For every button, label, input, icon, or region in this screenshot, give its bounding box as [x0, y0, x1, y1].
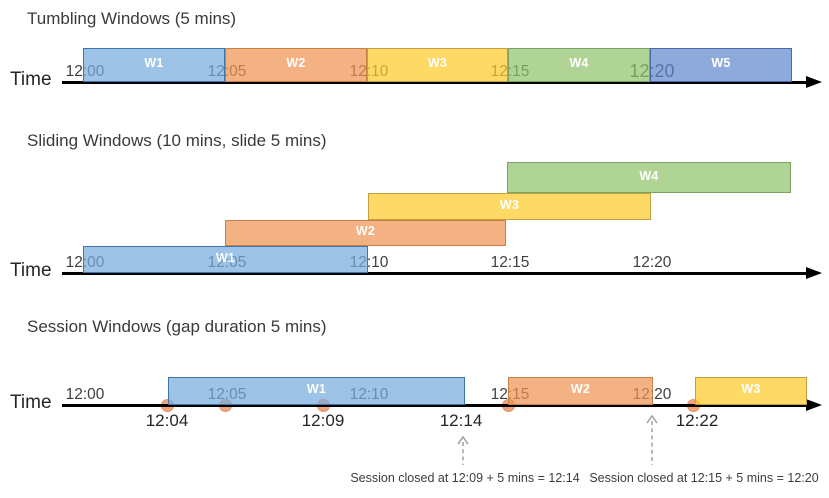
tick-label: 12:00	[65, 386, 105, 403]
window-label: W5	[711, 56, 731, 70]
window-label: W2	[286, 56, 306, 70]
window-label: W1	[144, 56, 164, 70]
axis-arrow-icon	[806, 75, 822, 88]
axis-arrow-icon	[806, 266, 822, 279]
window-box-sliding-w2: W2	[225, 220, 506, 246]
time-axis-label: Time	[10, 392, 52, 413]
window-box-sliding-w3: W3	[368, 193, 651, 220]
time-axis-label: Time	[10, 260, 52, 281]
axis-line	[62, 271, 806, 275]
window-box-session-w2: W2	[508, 377, 653, 405]
event-time-label: 12:22	[675, 411, 719, 430]
window-box-tumbling-w5: W5	[650, 48, 792, 82]
event-time-label: 12:14	[439, 411, 483, 430]
tick-label: 12:15	[490, 254, 530, 271]
window-label: W3	[741, 382, 761, 396]
section-title-session: Session Windows (gap duration 5 mins)	[27, 317, 327, 336]
window-label: W1	[306, 382, 327, 396]
axis-arrow-icon	[806, 398, 822, 411]
window-label: W4	[569, 56, 589, 70]
section-title-sliding: Sliding Windows (10 mins, slide 5 mins)	[27, 131, 327, 150]
window-label: W2	[570, 382, 591, 396]
section-title-tumbling: Tumbling Windows (5 mins)	[27, 9, 237, 28]
axis-line	[62, 403, 806, 407]
window-label: W3	[427, 56, 448, 70]
session-closed-annotation: Session closed at 12:09 + 5 mins = 12:14	[350, 471, 580, 485]
dashed-up-arrow-icon	[457, 436, 469, 465]
tick-label: 12:20	[632, 254, 672, 271]
window-label: W4	[639, 168, 659, 183]
event-time-label: 12:09	[301, 411, 345, 430]
window-box-sliding-w4: W4	[507, 162, 791, 193]
window-box-tumbling-w3: W3	[367, 48, 508, 82]
dashed-up-arrow-icon	[646, 415, 658, 465]
window-box-session-w3: W3	[695, 377, 807, 405]
window-box-tumbling-w4: W4	[508, 48, 650, 82]
window-box-sliding-w1: W1	[83, 246, 368, 273]
time-axis-label: Time	[10, 69, 52, 90]
window-label: W2	[355, 224, 376, 238]
session-closed-annotation: Session closed at 12:15 + 5 mins = 12:20	[589, 471, 819, 485]
window-label: W3	[499, 197, 520, 212]
axis-line	[62, 80, 806, 84]
window-box-session-w1: W1	[168, 377, 465, 405]
window-box-tumbling-w1: W1	[83, 48, 225, 82]
window-label: W1	[215, 250, 236, 265]
event-time-label: 12:04	[145, 411, 189, 430]
window-box-tumbling-w2: W2	[225, 48, 367, 82]
